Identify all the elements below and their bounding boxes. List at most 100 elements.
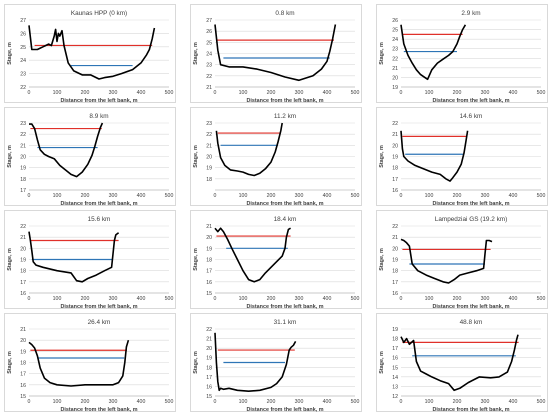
y-tick-label: 22 — [206, 132, 212, 138]
y-tick-label: 15 — [20, 394, 26, 400]
y-tick-label: 21 — [392, 132, 398, 138]
y-tick-label: 19 — [206, 246, 212, 252]
x-axis-label: Distance from the left bank, m — [247, 201, 324, 207]
y-tick-label: 21 — [392, 66, 398, 72]
y-tick-label: 19 — [206, 356, 212, 362]
y-tick-label: 20 — [392, 75, 398, 81]
x-tick-label: 100 — [425, 193, 434, 199]
y-tick-label: 17 — [206, 269, 212, 275]
x-tick-label: 300 — [295, 296, 304, 302]
y-tick-label: 21 — [20, 235, 26, 241]
x-tick-label: 0 — [28, 399, 31, 405]
x-tick-label: 500 — [351, 296, 360, 302]
y-tick-label: 20 — [20, 155, 26, 161]
y-tick-label: 18 — [392, 166, 398, 172]
x-axis-label: Distance from the left bank, m — [247, 98, 324, 104]
riverbed-profile-line — [28, 339, 130, 387]
cross-section-chart: 15 16 17 18 19 20 21 0 100 200 300 400 500 18.4 km Dis… — [190, 210, 362, 310]
y-tick-label: 16 — [20, 291, 26, 297]
x-tick-label: 100 — [53, 399, 62, 405]
chart-title: 31.1 km — [274, 319, 297, 326]
cross-section-chart: 15 16 17 18 19 20 21 0 100 200 300 400 500 26.4 km Dis… — [4, 313, 176, 413]
x-tick-label: 100 — [239, 90, 248, 96]
y-tick-label: 21 — [206, 143, 212, 149]
y-tick-label: 22 — [206, 74, 212, 80]
y-tick-label: 19 — [392, 258, 398, 264]
y-tick-label: 17 — [206, 375, 212, 381]
y-tick-label: 22 — [20, 224, 26, 230]
x-tick-label: 200 — [267, 296, 276, 302]
riverbed-profile-line — [28, 25, 156, 80]
cross-section-chart: 16 17 18 19 20 21 22 0 100 200 300 400 500 Lampedziai… — [376, 210, 548, 310]
chart-svg: 15 16 17 18 19 20 21 0 100 200 300 400 500 18.4 km Dis… — [193, 216, 360, 310]
cross-section-chart: 21 22 23 24 25 26 27 0 100 200 300 400 500 0.8 km Dist… — [190, 4, 362, 104]
y-tick-label: 20 — [206, 346, 212, 352]
x-tick-label: 400 — [323, 90, 332, 96]
y-tick-label: 20 — [206, 155, 212, 161]
x-tick-label: 300 — [109, 296, 118, 302]
y-tick-label: 20 — [392, 143, 398, 149]
x-tick-label: 500 — [165, 296, 174, 302]
y-axis-label: Stage, m — [379, 248, 385, 271]
y-tick-label: 20 — [20, 246, 26, 252]
x-tick-label: 400 — [509, 193, 518, 199]
x-tick-label: 300 — [109, 399, 118, 405]
y-tick-label: 19 — [20, 258, 26, 264]
y-tick-label: 22 — [392, 224, 398, 230]
y-tick-label: 23 — [20, 72, 26, 78]
x-axis-label: Distance from the left bank, m — [433, 304, 510, 310]
chart-title: Kaunas HPP (0 km) — [71, 10, 127, 17]
y-tick-label: 12 — [392, 394, 398, 400]
x-tick-label: 0 — [400, 399, 403, 405]
x-tick-label: 0 — [400, 90, 403, 96]
riverbed-profile-line — [214, 227, 291, 283]
x-tick-label: 500 — [537, 296, 546, 302]
chart-title: 26.4 km — [88, 319, 111, 326]
y-tick-label: 19 — [20, 349, 26, 355]
riverbed-profile-line — [214, 24, 337, 82]
chart-title: 2.9 km — [461, 10, 480, 17]
y-tick-label: 22 — [20, 85, 26, 91]
x-axis-label: Distance from the left bank, m — [247, 407, 324, 413]
y-tick-label: 21 — [392, 235, 398, 241]
x-tick-label: 0 — [214, 399, 217, 405]
x-tick-label: 200 — [267, 399, 276, 405]
x-tick-label: 400 — [137, 296, 146, 302]
y-tick-label: 16 — [206, 384, 212, 390]
chart-title: 14.6 km — [460, 113, 483, 120]
y-tick-label: 25 — [20, 45, 26, 51]
x-tick-label: 500 — [537, 399, 546, 405]
y-tick-label: 18 — [392, 337, 398, 343]
x-tick-label: 300 — [481, 399, 490, 405]
x-tick-label: 300 — [481, 296, 490, 302]
riverbed-profile-line — [29, 122, 104, 178]
chart-svg: 12 13 14 15 16 17 18 19 0 100 200 300 400 500 48.8 km D… — [379, 319, 546, 413]
x-tick-label: 100 — [239, 296, 248, 302]
chart-svg: 16 17 18 19 20 21 22 0 100 200 300 400 500 15.6 km Dis… — [7, 216, 174, 310]
x-tick-label: 0 — [28, 296, 31, 302]
x-tick-label: 0 — [400, 193, 403, 199]
x-tick-label: 200 — [453, 399, 462, 405]
x-tick-label: 200 — [453, 193, 462, 199]
chart-svg: 17 18 19 20 21 22 23 0 100 200 300 400 500 8.9 km Dist… — [7, 113, 173, 207]
y-tick-label: 18 — [206, 177, 212, 183]
cross-section-chart: 19 20 21 22 23 24 25 26 0 100 200 300 400 500 2.9 km Di… — [376, 4, 548, 104]
y-tick-label: 26 — [206, 29, 212, 35]
y-tick-label: 15 — [206, 291, 212, 297]
y-tick-label: 21 — [206, 337, 212, 343]
y-tick-label: 17 — [392, 177, 398, 183]
x-axis-label: Distance from the left bank, m — [61, 304, 138, 310]
x-axis-label: Distance from the left bank, m — [433, 407, 510, 413]
x-tick-label: 500 — [165, 90, 174, 96]
y-tick-label: 17 — [20, 280, 26, 286]
x-tick-label: 200 — [81, 296, 90, 302]
x-tick-label: 100 — [425, 399, 434, 405]
cross-section-chart: 12 13 14 15 16 17 18 19 0 100 200 300 400 500 48.8 km D… — [376, 313, 548, 413]
riverbed-profile-line — [400, 334, 519, 392]
riverbed-profile-line — [400, 238, 493, 284]
y-tick-label: 23 — [20, 121, 26, 127]
y-tick-label: 18 — [206, 365, 212, 371]
x-axis-label: Distance from the left bank, m — [61, 201, 138, 207]
chart-svg: 18 19 20 21 22 23 0 100 200 300 400 500 11.2 km Dista… — [193, 113, 359, 207]
x-tick-label: 400 — [509, 90, 518, 96]
